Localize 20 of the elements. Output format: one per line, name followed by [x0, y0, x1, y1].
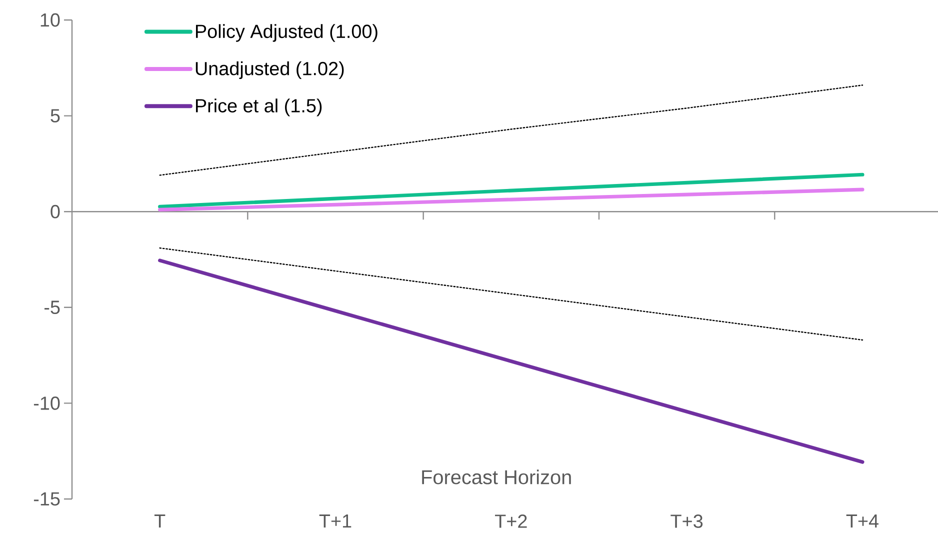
y-tick-label: -5: [44, 300, 60, 314]
line-series: [159, 84, 864, 176]
y-tick-label: -15: [34, 492, 60, 506]
x-tick-label: T+4: [846, 514, 878, 528]
y-tick-label: -10: [34, 396, 60, 410]
x-tick-label: T+2: [495, 514, 527, 528]
line-series: [158, 172, 864, 208]
legend-label: Price et al (1.5): [196, 98, 322, 116]
x-axis-title: Forecast Horizon: [422, 470, 571, 484]
line-series: [158, 258, 864, 464]
legend-label: Unadjusted (1.02): [196, 61, 344, 80]
line-series: [158, 188, 864, 212]
line-series: [159, 247, 864, 341]
y-tick-label: 0: [50, 204, 60, 218]
x-tick-label: T: [154, 514, 166, 528]
legend-label: Policy Adjusted (1.00): [196, 24, 378, 42]
x-tick-label: T+1: [319, 514, 352, 528]
x-tick-label: T+3: [670, 514, 703, 528]
y-tick-label: 5: [50, 109, 60, 122]
y-tick-label: 10: [40, 13, 60, 27]
